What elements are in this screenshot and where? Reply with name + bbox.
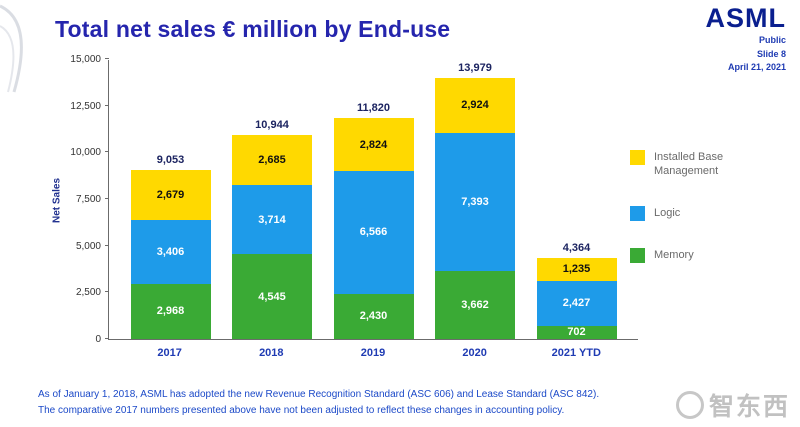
- watermark-logo-icon: [675, 391, 704, 419]
- legend-item-memory: Memory: [630, 247, 790, 263]
- legend-swatch-green: [630, 247, 645, 263]
- watermark: 智东西: [675, 387, 790, 423]
- total-label: 9,053: [156, 154, 185, 167]
- segment-memory: 3,662: [435, 270, 515, 339]
- total-label: 11,820: [356, 102, 391, 115]
- bar-2021-ytd: 4,364 1,235 2,427 702: [536, 60, 617, 339]
- watermark-text: 智东西: [708, 393, 790, 421]
- bar-2018: 10,944 2,685 3,714 4,545: [232, 60, 312, 339]
- segment-memory: 702: [536, 325, 617, 339]
- segment-logic: 7,393: [435, 132, 515, 271]
- y-tick-label: 15,000: [70, 54, 101, 65]
- segment-installed-base-management: 2,679: [130, 170, 211, 221]
- total-label: 10,944: [255, 118, 289, 131]
- legend-label: Installed Base Management: [654, 151, 724, 178]
- total-label: 4,364: [562, 241, 591, 254]
- y-tick-label: 10,000: [70, 147, 101, 159]
- slide-date: April 21, 2021: [727, 62, 786, 72]
- asml-logo: ASML: [705, 3, 786, 33]
- y-tick-mark: [105, 244, 109, 246]
- segment-logic: 3,714: [232, 184, 312, 255]
- legend-item-installed-base-management: Installed Base Management: [630, 150, 790, 179]
- footnote-line-2: The comparative 2017 numbers presented a…: [38, 404, 565, 416]
- segment-installed-base-management: 2,685: [232, 134, 312, 185]
- segment-logic: 6,566: [333, 171, 414, 294]
- x-tick-label: 2020: [462, 347, 487, 359]
- y-axis-title: Net Sales: [51, 177, 63, 223]
- segment-installed-base-management: 2,824: [333, 118, 414, 172]
- y-axis: 0 2,500 5,000 7,500 10,000 12,500 15,000: [64, 54, 108, 345]
- page-title: Total net sales € million by End-use: [55, 16, 451, 42]
- legend-swatch-yellow: [630, 150, 645, 165]
- x-tick-label: 2018: [259, 347, 284, 359]
- segment-memory: 4,545: [232, 254, 312, 339]
- classification-label: Public: [758, 35, 786, 45]
- slide-meta: Public Slide 8 April 21, 2021: [728, 34, 786, 75]
- y-tick-mark: [105, 198, 109, 199]
- y-tick-mark: [105, 104, 109, 106]
- legend-label: Memory: [654, 248, 694, 261]
- legend-item-logic: Logic: [630, 205, 790, 221]
- footnote-line-1: As of January 1, 2018, ASML has adopted …: [38, 389, 600, 400]
- segment-memory: 2,968: [130, 283, 211, 339]
- segment-installed-base-management: 2,924: [435, 78, 515, 133]
- decorative-arcs: [0, 4, 23, 93]
- stacked-bar-chart: Net Sales 0 2,500 5,000 7,500 10,000 12,500 15…: [50, 54, 638, 359]
- total-label: 13,979: [458, 62, 492, 75]
- bar-2020: 13,979 2,924 7,393 3,662: [435, 60, 515, 339]
- x-tick-label: 2017: [157, 347, 182, 359]
- y-tick-label: 12,500: [70, 100, 101, 112]
- y-tick-label: 5,000: [75, 240, 101, 252]
- x-axis-labels: 2017 2018 2019 2020 2021 YTD: [108, 340, 638, 359]
- y-tick-label: 7,500: [75, 194, 101, 205]
- y-tick-label: 0: [95, 334, 101, 345]
- y-tick-label: 2,500: [75, 287, 101, 299]
- legend: Installed Base Management Logic Memory: [630, 150, 790, 263]
- plot-area: 9,053 2,679 3,406 2,968 10,944 2,685 3,714 4,54…: [105, 58, 638, 340]
- y-tick-mark: [105, 151, 109, 153]
- y-tick-mark: [105, 58, 109, 59]
- x-tick-label: 2019: [360, 347, 386, 359]
- segment-logic: 3,406: [130, 220, 211, 284]
- bars-row: 9,053 2,679 3,406 2,968 10,944 2,685 3,714 4,54…: [109, 60, 638, 339]
- footnote: As of January 1, 2018, ASML has adopted …: [38, 387, 599, 418]
- segment-logic: 2,427: [536, 280, 617, 326]
- slide-number: Slide 8: [756, 48, 786, 59]
- segment-memory: 2,430: [333, 293, 414, 339]
- x-tick-label: 2021 YTD: [551, 347, 601, 359]
- legend-label: Logic: [654, 206, 681, 219]
- y-tick-mark: [105, 338, 109, 339]
- bar-2017: 9,053 2,679 3,406 2,968: [130, 60, 211, 339]
- bar-2019: 11,820 2,824 6,566 2,430: [333, 60, 414, 339]
- plot-wrap: 9,053 2,679 3,406 2,968 10,944 2,685 3,714 4,54…: [105, 58, 638, 359]
- y-tick-mark: [105, 291, 109, 293]
- legend-swatch-blue: [630, 205, 645, 221]
- segment-installed-base-management: 1,235: [536, 257, 617, 281]
